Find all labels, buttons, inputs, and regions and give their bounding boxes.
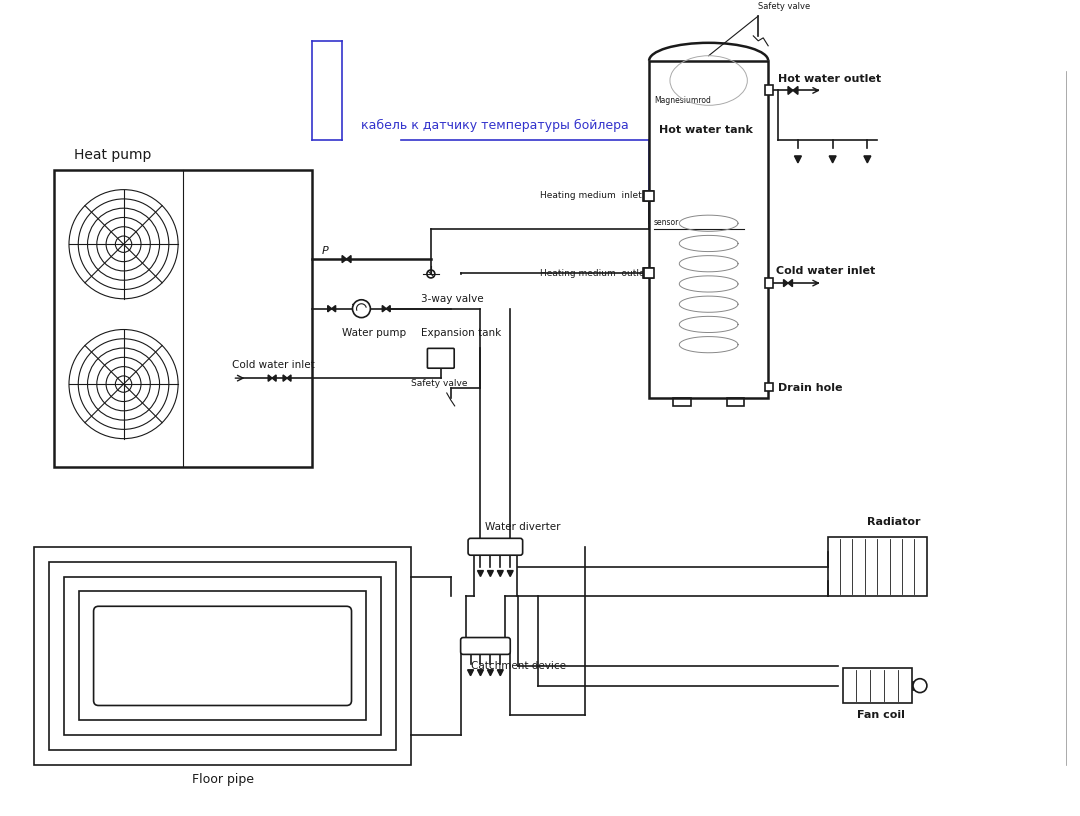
Polygon shape [508,570,513,577]
Text: Safety valve: Safety valve [411,379,468,388]
Bar [54,170,312,468]
Bar [827,537,927,596]
FancyBboxPatch shape [428,348,455,368]
Polygon shape [268,375,272,381]
Circle shape [913,679,927,693]
Bar [64,577,381,735]
Polygon shape [327,305,332,312]
Text: Drain hole: Drain hole [778,383,842,393]
Text: 3-way valve: 3-way valve [421,294,484,304]
Polygon shape [382,305,387,312]
Text: Floor pipe: Floor pipe [191,774,254,787]
Bar [644,191,654,201]
Text: Fan coil: Fan coil [858,711,905,721]
Polygon shape [347,255,351,263]
Bar [727,398,744,406]
Text: Heating medium  inlet: Heating medium inlet [540,191,642,200]
Polygon shape [788,280,793,286]
Bar [644,268,654,278]
Bar [49,561,396,750]
Bar [913,681,918,690]
Bar [766,383,773,391]
Polygon shape [283,375,287,381]
Text: Water diverter: Water diverter [485,522,561,532]
Text: кабель к датчику температуры бойлера: кабель к датчику температуры бойлера [362,118,630,131]
FancyBboxPatch shape [461,637,510,654]
Bar [673,398,691,406]
FancyBboxPatch shape [468,539,523,555]
Polygon shape [784,280,788,286]
Bar [79,592,366,721]
Text: Expansion tank: Expansion tank [421,329,501,339]
Polygon shape [287,375,291,381]
Text: Radiator: Radiator [867,517,921,527]
Polygon shape [864,156,870,163]
Text: Cold water inlet: Cold water inlet [777,266,876,276]
Polygon shape [788,86,793,95]
Text: Safety valve: Safety valve [758,2,810,11]
Text: Heating medium  outlet: Heating medium outlet [540,268,648,277]
Text: Hot water tank: Hot water tank [659,125,753,135]
Polygon shape [498,570,503,577]
Text: sensor: sensor [654,218,679,227]
Polygon shape [795,156,801,163]
Text: Heat pump: Heat pump [73,148,151,162]
Text: Catchment device: Catchment device [471,661,566,671]
Polygon shape [487,570,494,577]
Bar [766,278,773,288]
Polygon shape [477,570,484,577]
Text: Hot water outlet: Hot water outlet [778,73,881,83]
Polygon shape [829,156,836,163]
Circle shape [352,299,370,317]
Text: Cold water inlet: Cold water inlet [232,360,315,370]
Bar [644,191,653,201]
Polygon shape [793,86,798,95]
Bar [644,268,653,278]
Bar [35,547,411,765]
Polygon shape [468,670,473,676]
Polygon shape [477,670,484,676]
Polygon shape [498,670,503,676]
Text: P: P [322,246,328,256]
Text: Magnesiumrod: Magnesiumrod [654,95,711,104]
Polygon shape [342,255,347,263]
Polygon shape [487,670,494,676]
Polygon shape [332,305,336,312]
Bar [842,668,912,703]
Polygon shape [272,375,276,381]
Bar [649,60,768,398]
Bar [766,86,773,95]
Text: Water pump: Water pump [341,329,406,339]
Polygon shape [387,305,390,312]
